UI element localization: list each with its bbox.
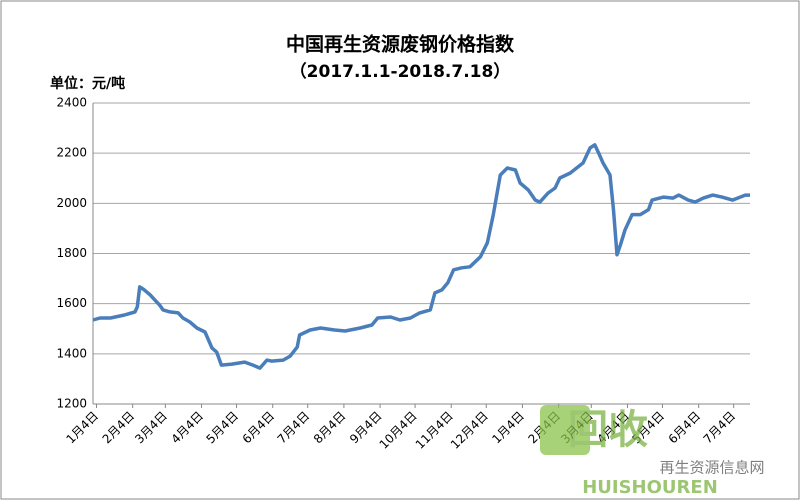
y-tick-label: 2400 bbox=[56, 96, 87, 110]
chart-subtitle: （2017.1.1-2018.7.18） bbox=[290, 61, 511, 82]
y-tick-label: 1400 bbox=[56, 346, 87, 360]
watermark-name: 再生资源信息网 bbox=[659, 459, 764, 477]
watermark-logo: 回收 bbox=[568, 407, 648, 453]
y-tick-label: 1600 bbox=[56, 296, 87, 310]
y-tick-label: 1800 bbox=[56, 246, 87, 260]
y-tick-label: 2200 bbox=[56, 146, 87, 160]
data-line bbox=[92, 143, 750, 370]
y-axis-label: 单位：元/吨 bbox=[50, 75, 125, 92]
watermark-brand: HUISHOUREN bbox=[582, 477, 718, 498]
watermark: 回收 再生资源信息网 HUISHOUREN bbox=[540, 405, 765, 498]
y-tick-label: 2000 bbox=[56, 196, 87, 210]
chart-title: 中国再生资源废钢价格指数 bbox=[286, 33, 515, 56]
y-tick-label: 1200 bbox=[56, 397, 87, 411]
watermark-badge bbox=[540, 405, 590, 455]
